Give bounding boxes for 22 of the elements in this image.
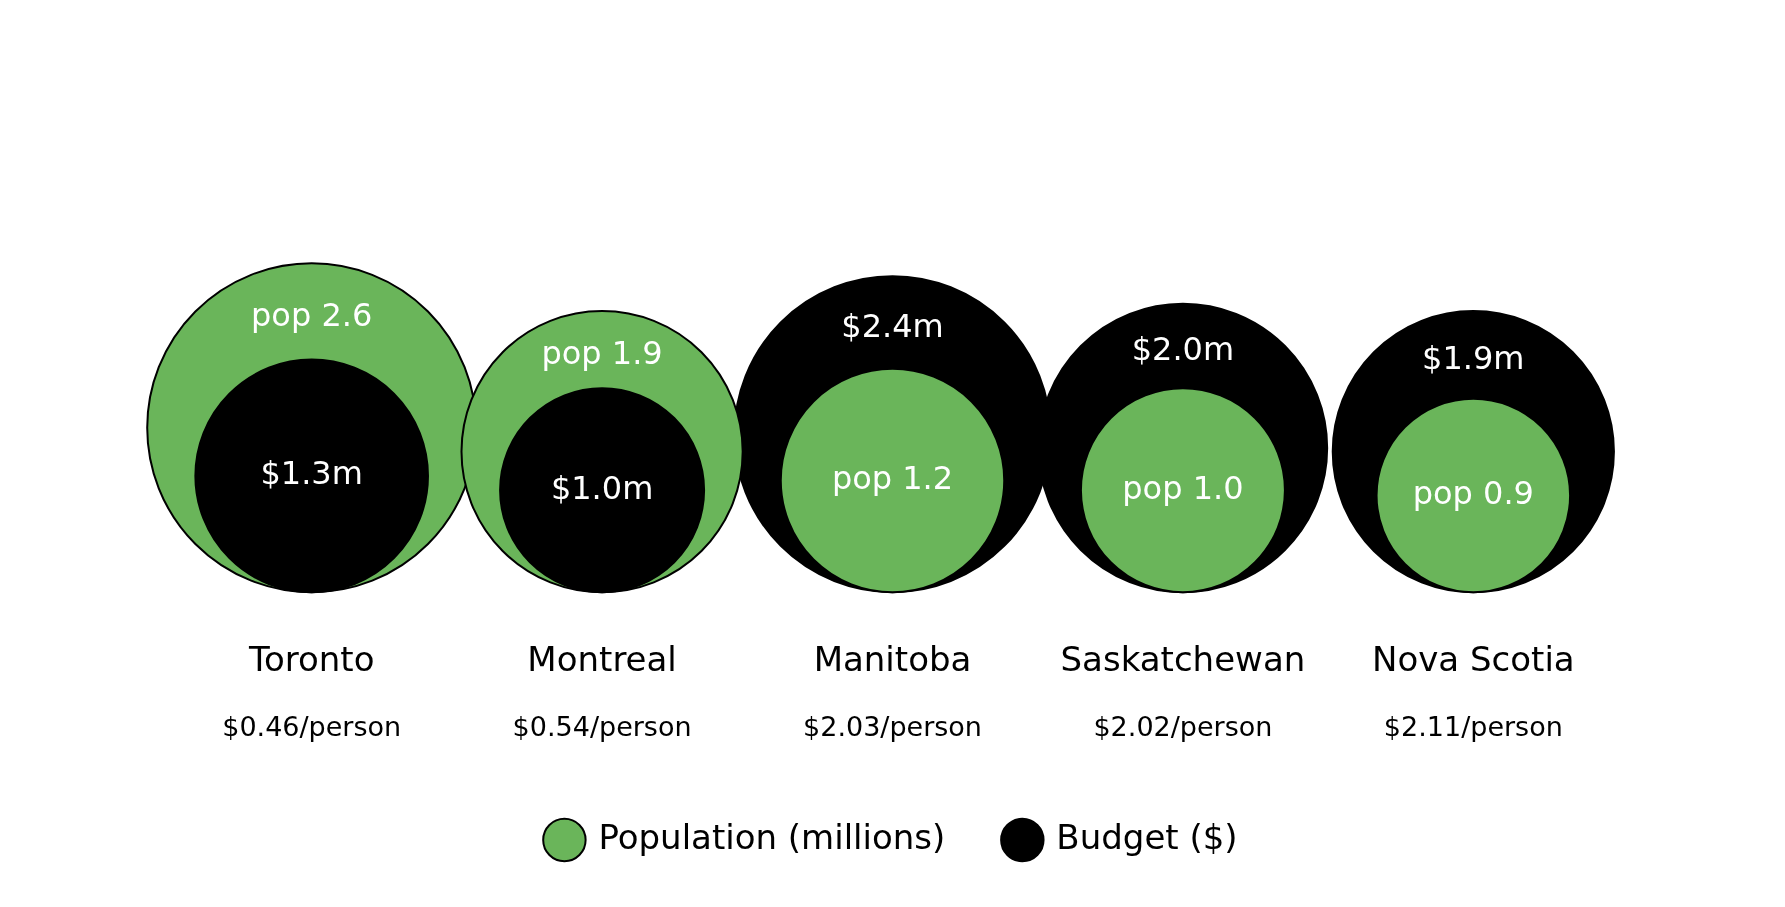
data-label: $1.0m: [550, 468, 654, 507]
text: $0.46/person: [222, 711, 402, 743]
data-label: $2.0m: [1131, 330, 1235, 369]
data-label: $1.9m: [1422, 339, 1525, 378]
text: $2.03/person: [803, 711, 982, 743]
data-label: $2.4m: [841, 306, 944, 345]
text: $2.02/person: [1093, 711, 1273, 743]
text: $0.54/person: [512, 711, 692, 743]
category-label: Toronto: [247, 639, 375, 680]
category-label: Montreal: [527, 639, 677, 680]
category-label: Manitoba: [813, 639, 972, 680]
text: $2.11/person: [1383, 711, 1563, 743]
legend-label: Budget ($): [1056, 816, 1238, 857]
data-label: pop 2.6: [251, 295, 373, 334]
data-label: pop 1.9: [541, 333, 663, 372]
data-label: pop 1.0: [1122, 468, 1244, 507]
category-label: Nova Scotia: [1371, 639, 1575, 680]
legend-label: Population (millions): [598, 816, 946, 857]
data-label: $1.3m: [260, 454, 363, 493]
data-label: pop 0.9: [1412, 473, 1534, 512]
category-label: Saskatchewan: [1060, 639, 1306, 680]
data-label: pop 1.2: [831, 458, 954, 497]
